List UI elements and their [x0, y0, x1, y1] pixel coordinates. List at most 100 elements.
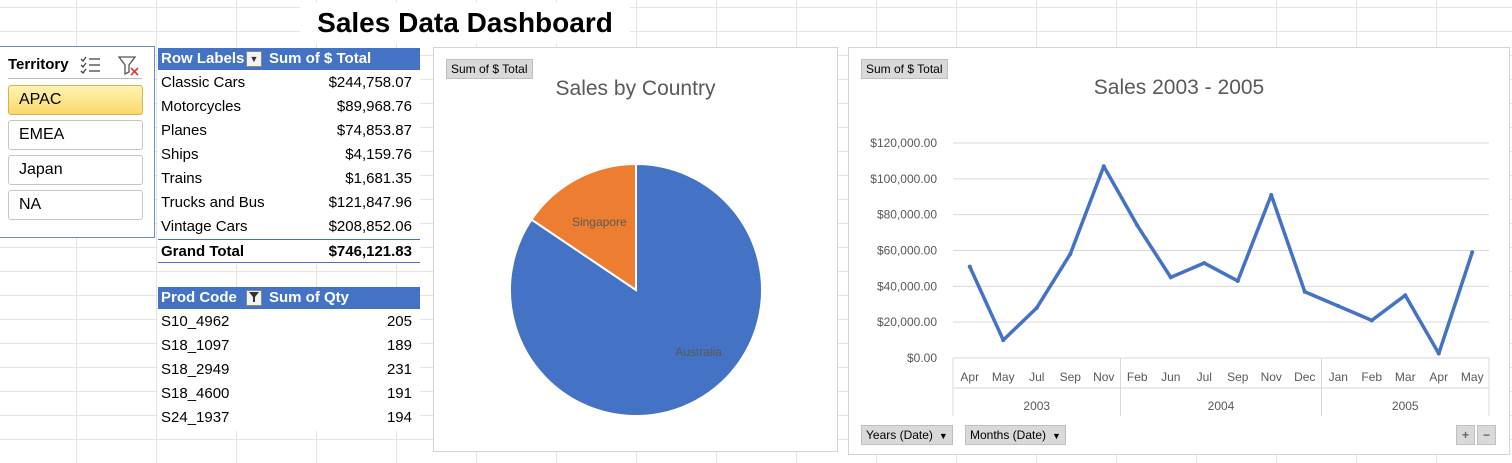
year-group-label: 2004: [1208, 399, 1235, 413]
line-point[interactable]: [1235, 278, 1240, 283]
line-point[interactable]: [1302, 289, 1307, 294]
line-point[interactable]: [1403, 293, 1408, 298]
row-labels-filter-button[interactable]: ▼: [246, 51, 262, 67]
slicer-item-emea[interactable]: EMEA: [8, 120, 143, 150]
pivot-header: Row Labels ▼ Sum of $ Total: [158, 48, 420, 70]
row-value: $121,847.96: [328, 194, 412, 211]
row-value: 205: [386, 313, 412, 330]
x-tick-label: Feb: [1361, 370, 1382, 384]
line-point[interactable]: [1135, 223, 1140, 228]
table-row[interactable]: S18_4600 191: [158, 382, 420, 406]
row-value: $244,758.07: [328, 74, 412, 91]
row-value: $1,681.35: [345, 170, 412, 187]
x-tick-label: Nov: [1261, 370, 1282, 384]
line-chart-title: Sales 2003 - 2005: [1093, 76, 1265, 99]
line-point[interactable]: [1470, 250, 1475, 255]
year-group-label: 2005: [1392, 399, 1419, 413]
table-row[interactable]: Classic Cars $244,758.07: [158, 71, 420, 95]
grand-total-row: Grand Total $746,121.83: [158, 239, 420, 263]
x-tick-label: Nov: [1093, 370, 1114, 384]
pie-slice-singapore[interactable]: [530, 162, 637, 292]
slicer-item-apac[interactable]: APAC: [8, 85, 143, 115]
territory-slicer: Territory APAC EMEA Japan NA: [0, 46, 155, 238]
months-date-field-button[interactable]: Months (Date) ▼: [965, 425, 1066, 445]
line-point[interactable]: [1101, 164, 1106, 169]
line-point[interactable]: [1034, 305, 1039, 310]
line-point[interactable]: [1369, 318, 1374, 323]
line-chart: $0.00 $20,000.00 $40,000.00 $60,000.00 $80,0…: [870, 136, 1490, 416]
table-row[interactable]: Trains $1,681.35: [158, 167, 420, 191]
collapse-field-button[interactable]: −: [1477, 425, 1496, 445]
pie-chart-title: Sales by Country: [555, 77, 716, 100]
y-tick-label: $100,000.00: [870, 172, 937, 186]
sales-pivot-table: Row Labels ▼ Sum of $ Total Classic Cars…: [158, 48, 420, 264]
row-label: Vintage Cars: [161, 218, 248, 235]
table-row[interactable]: S18_1097 189: [158, 334, 420, 358]
table-row[interactable]: Ships $4,159.76: [158, 143, 420, 167]
pie-data-label: Australia: [675, 345, 722, 359]
expand-field-button[interactable]: +: [1456, 425, 1475, 445]
slicer-item-japan[interactable]: Japan: [8, 155, 143, 185]
slicer-item-na[interactable]: NA: [8, 190, 143, 220]
line-point[interactable]: [1436, 351, 1441, 356]
row-label: S24_1937: [161, 409, 230, 426]
line-point[interactable]: [1202, 261, 1207, 266]
clear-filter-icon[interactable]: [117, 55, 140, 83]
row-value: 194: [386, 409, 412, 426]
dashboard-title: Sales Data Dashboard: [300, 3, 630, 43]
line-point[interactable]: [1001, 338, 1006, 343]
table-row[interactable]: Trucks and Buses $121,847.96: [158, 191, 420, 215]
line-chart-panel[interactable]: Sum of $ Total Sales 2003 - 2005 $0.00 $2…: [848, 47, 1510, 455]
sum-total-header: Sum of $ Total: [269, 50, 372, 67]
row-label: S10_4962: [161, 313, 230, 330]
table-row[interactable]: Vintage Cars $208,852.06: [158, 215, 420, 239]
prod-code-header: Prod Code: [161, 289, 237, 306]
row-labels-header: Row Labels: [161, 50, 245, 67]
x-tick-label: May: [992, 370, 1015, 384]
y-tick-label: $40,000.00: [877, 279, 937, 293]
table-row[interactable]: Motorcycles $89,968.76: [158, 95, 420, 119]
pie-value-field-button[interactable]: Sum of $ Total: [446, 59, 533, 79]
pie-slice-australia[interactable]: [509, 162, 763, 417]
line-point[interactable]: [1068, 252, 1073, 257]
row-label: Ships: [161, 146, 199, 163]
y-tick-label: $60,000.00: [877, 244, 937, 258]
row-value: $89,968.76: [336, 98, 412, 115]
row-label: Trains: [161, 170, 203, 187]
line-point[interactable]: [1336, 304, 1341, 309]
y-tick-label: $120,000.00: [870, 136, 937, 150]
line-value-field-button[interactable]: Sum of $ Total: [861, 59, 948, 79]
y-tick-label: $0.00: [907, 351, 937, 365]
table-row[interactable]: Planes $74,853.87: [158, 119, 420, 143]
sum-qty-header: Sum of Qty: [269, 289, 350, 306]
table-row[interactable]: S18_2949 231: [158, 358, 420, 382]
row-value: $74,853.87: [336, 122, 412, 139]
pie-chart-panel[interactable]: Sum of $ Total Sales by Country Australi…: [433, 47, 838, 452]
grand-total-label: Grand Total: [161, 243, 245, 260]
x-tick-label: Sep: [1060, 370, 1082, 384]
x-tick-label: Apr: [960, 370, 979, 384]
year-group-label: 2003: [1023, 399, 1050, 413]
years-date-field-button[interactable]: Years (Date) ▼: [861, 425, 953, 445]
x-tick-label: Mar: [1395, 370, 1416, 384]
sales-line-series[interactable]: [968, 164, 1474, 356]
line-point[interactable]: [1168, 275, 1173, 280]
line-point[interactable]: [1269, 192, 1274, 197]
x-tick-label: Feb: [1127, 370, 1148, 384]
chevron-down-icon: ▼: [938, 431, 948, 441]
multi-select-icon[interactable]: [80, 55, 102, 81]
row-label: Classic Cars: [161, 74, 246, 91]
x-tick-label: Jan: [1329, 370, 1348, 384]
row-value: $208,852.06: [328, 218, 412, 235]
line-point[interactable]: [967, 264, 972, 269]
table-row[interactable]: S10_4962 205: [158, 310, 420, 334]
row-label: S18_2949: [161, 361, 230, 378]
prod-code-filter-icon[interactable]: [246, 290, 262, 306]
chevron-down-icon: ▼: [1052, 431, 1061, 441]
x-tick-label: Sep: [1227, 370, 1249, 384]
x-tick-label: Jun: [1161, 370, 1180, 384]
table-row[interactable]: S24_1937 194: [158, 406, 420, 430]
pie-chart: Australia Singapore: [509, 162, 763, 417]
row-value: 191: [386, 385, 412, 402]
pivot-header: Prod Code Sum of Qty: [158, 287, 420, 309]
